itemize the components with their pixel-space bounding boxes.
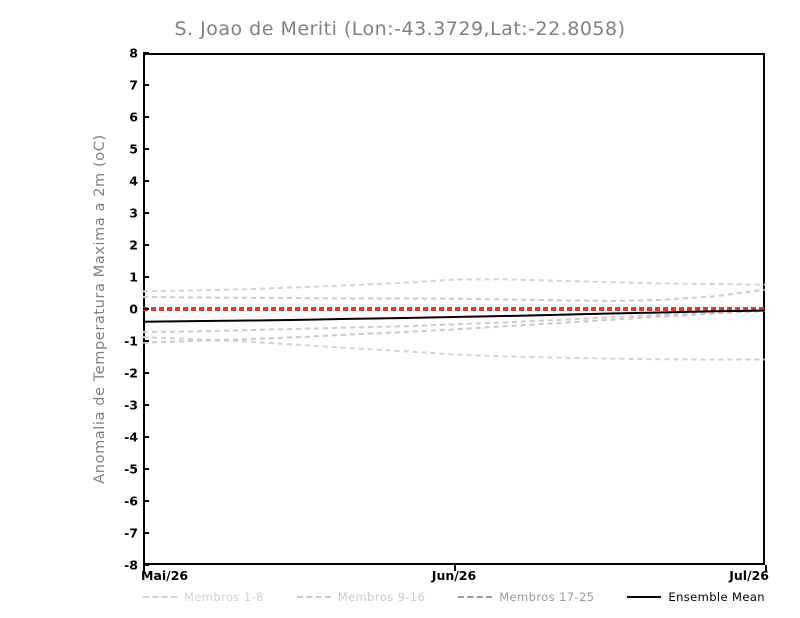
legend-label: Membros 1-8 — [184, 590, 264, 604]
y-tick-label: 8 — [129, 45, 138, 61]
y-tick-label: 6 — [129, 109, 138, 125]
x-tick-label: Mai/26 — [141, 568, 189, 583]
plot-area — [142, 53, 766, 565]
y-axis-title: Anomalia de Temperatura Maxima a 2m (oC) — [92, 134, 108, 484]
series-line — [142, 309, 766, 334]
y-tick-mark — [143, 372, 149, 374]
y-tick-mark — [143, 148, 149, 150]
y-tick-mark — [143, 564, 149, 566]
y-tick-mark — [143, 116, 149, 118]
legend-label: Membros 9-16 — [337, 590, 426, 604]
x-tick-mark — [765, 565, 767, 571]
series-line — [142, 309, 766, 323]
plot-frame — [143, 53, 765, 565]
y-tick-mark — [143, 340, 149, 342]
y-tick-label: 0 — [129, 301, 138, 317]
y-tick-label: -5 — [124, 461, 138, 477]
series-line — [142, 336, 765, 361]
y-tick-label: 3 — [129, 205, 138, 221]
legend-item[interactable]: Membros 17-25 — [458, 590, 594, 604]
legend-item[interactable]: Membros 9-16 — [296, 590, 426, 604]
series-line — [142, 278, 766, 293]
x-tick-label: Jun/26 — [431, 568, 477, 583]
legend-swatch — [296, 596, 331, 598]
y-tick-mark — [143, 468, 149, 470]
y-tick-mark — [143, 276, 149, 278]
y-tick-label: -6 — [124, 493, 138, 509]
legend-swatch — [458, 596, 493, 598]
y-tick-label: -7 — [124, 525, 138, 541]
series-line — [142, 309, 766, 344]
legend-swatch — [627, 596, 662, 598]
y-tick-mark — [143, 180, 149, 182]
y-tick-mark — [143, 212, 149, 214]
y-tick-mark — [143, 308, 149, 310]
legend-label: Ensemble Mean — [668, 590, 765, 604]
y-tick-mark — [143, 532, 149, 534]
y-tick-mark — [143, 52, 149, 54]
y-tick-label: 1 — [129, 269, 138, 285]
x-tick-label: Jul/26 — [729, 568, 769, 583]
series-lines — [142, 278, 766, 361]
chart-title: S. Joao de Meriti (Lon:-43.3729,Lat:-22.… — [174, 18, 626, 40]
y-tick-label: 5 — [129, 141, 138, 157]
legend-item[interactable]: Ensemble Mean — [627, 590, 765, 604]
y-tick-mark — [143, 500, 149, 502]
legend-item[interactable]: Membros 1-8 — [143, 590, 264, 604]
y-tick-label: 4 — [129, 173, 138, 189]
y-tick-mark — [143, 244, 149, 246]
y-tick-mark — [143, 404, 149, 406]
y-tick-label: -3 — [124, 397, 138, 413]
x-tick-mark — [454, 565, 456, 571]
y-tick-label: -8 — [124, 557, 138, 573]
y-tick-label: -4 — [124, 429, 138, 445]
y-tick-label: -2 — [124, 365, 138, 381]
y-tick-label: 7 — [129, 77, 138, 93]
y-axis-tick-labels: 8 7 6 5 4 3 2 1 0 -1 -2 -3 -4 -5 -6 -7 -8 — [110, 46, 138, 573]
chart-legend: Membros 1-8 Membros 9-16 Membros 17-25 Ense… — [143, 588, 765, 606]
legend-swatch — [143, 596, 177, 598]
x-axis-tick-labels: Mai/26 Jun/26 Jul/26 — [141, 568, 769, 588]
y-tick-label: 2 — [129, 237, 138, 253]
x-tick-mark — [143, 565, 145, 571]
y-tick-label: -1 — [124, 333, 138, 349]
legend-label: Membros 17-25 — [499, 590, 595, 604]
series-line — [142, 288, 766, 303]
y-tick-mark — [143, 436, 149, 438]
y-tick-mark — [143, 84, 149, 86]
